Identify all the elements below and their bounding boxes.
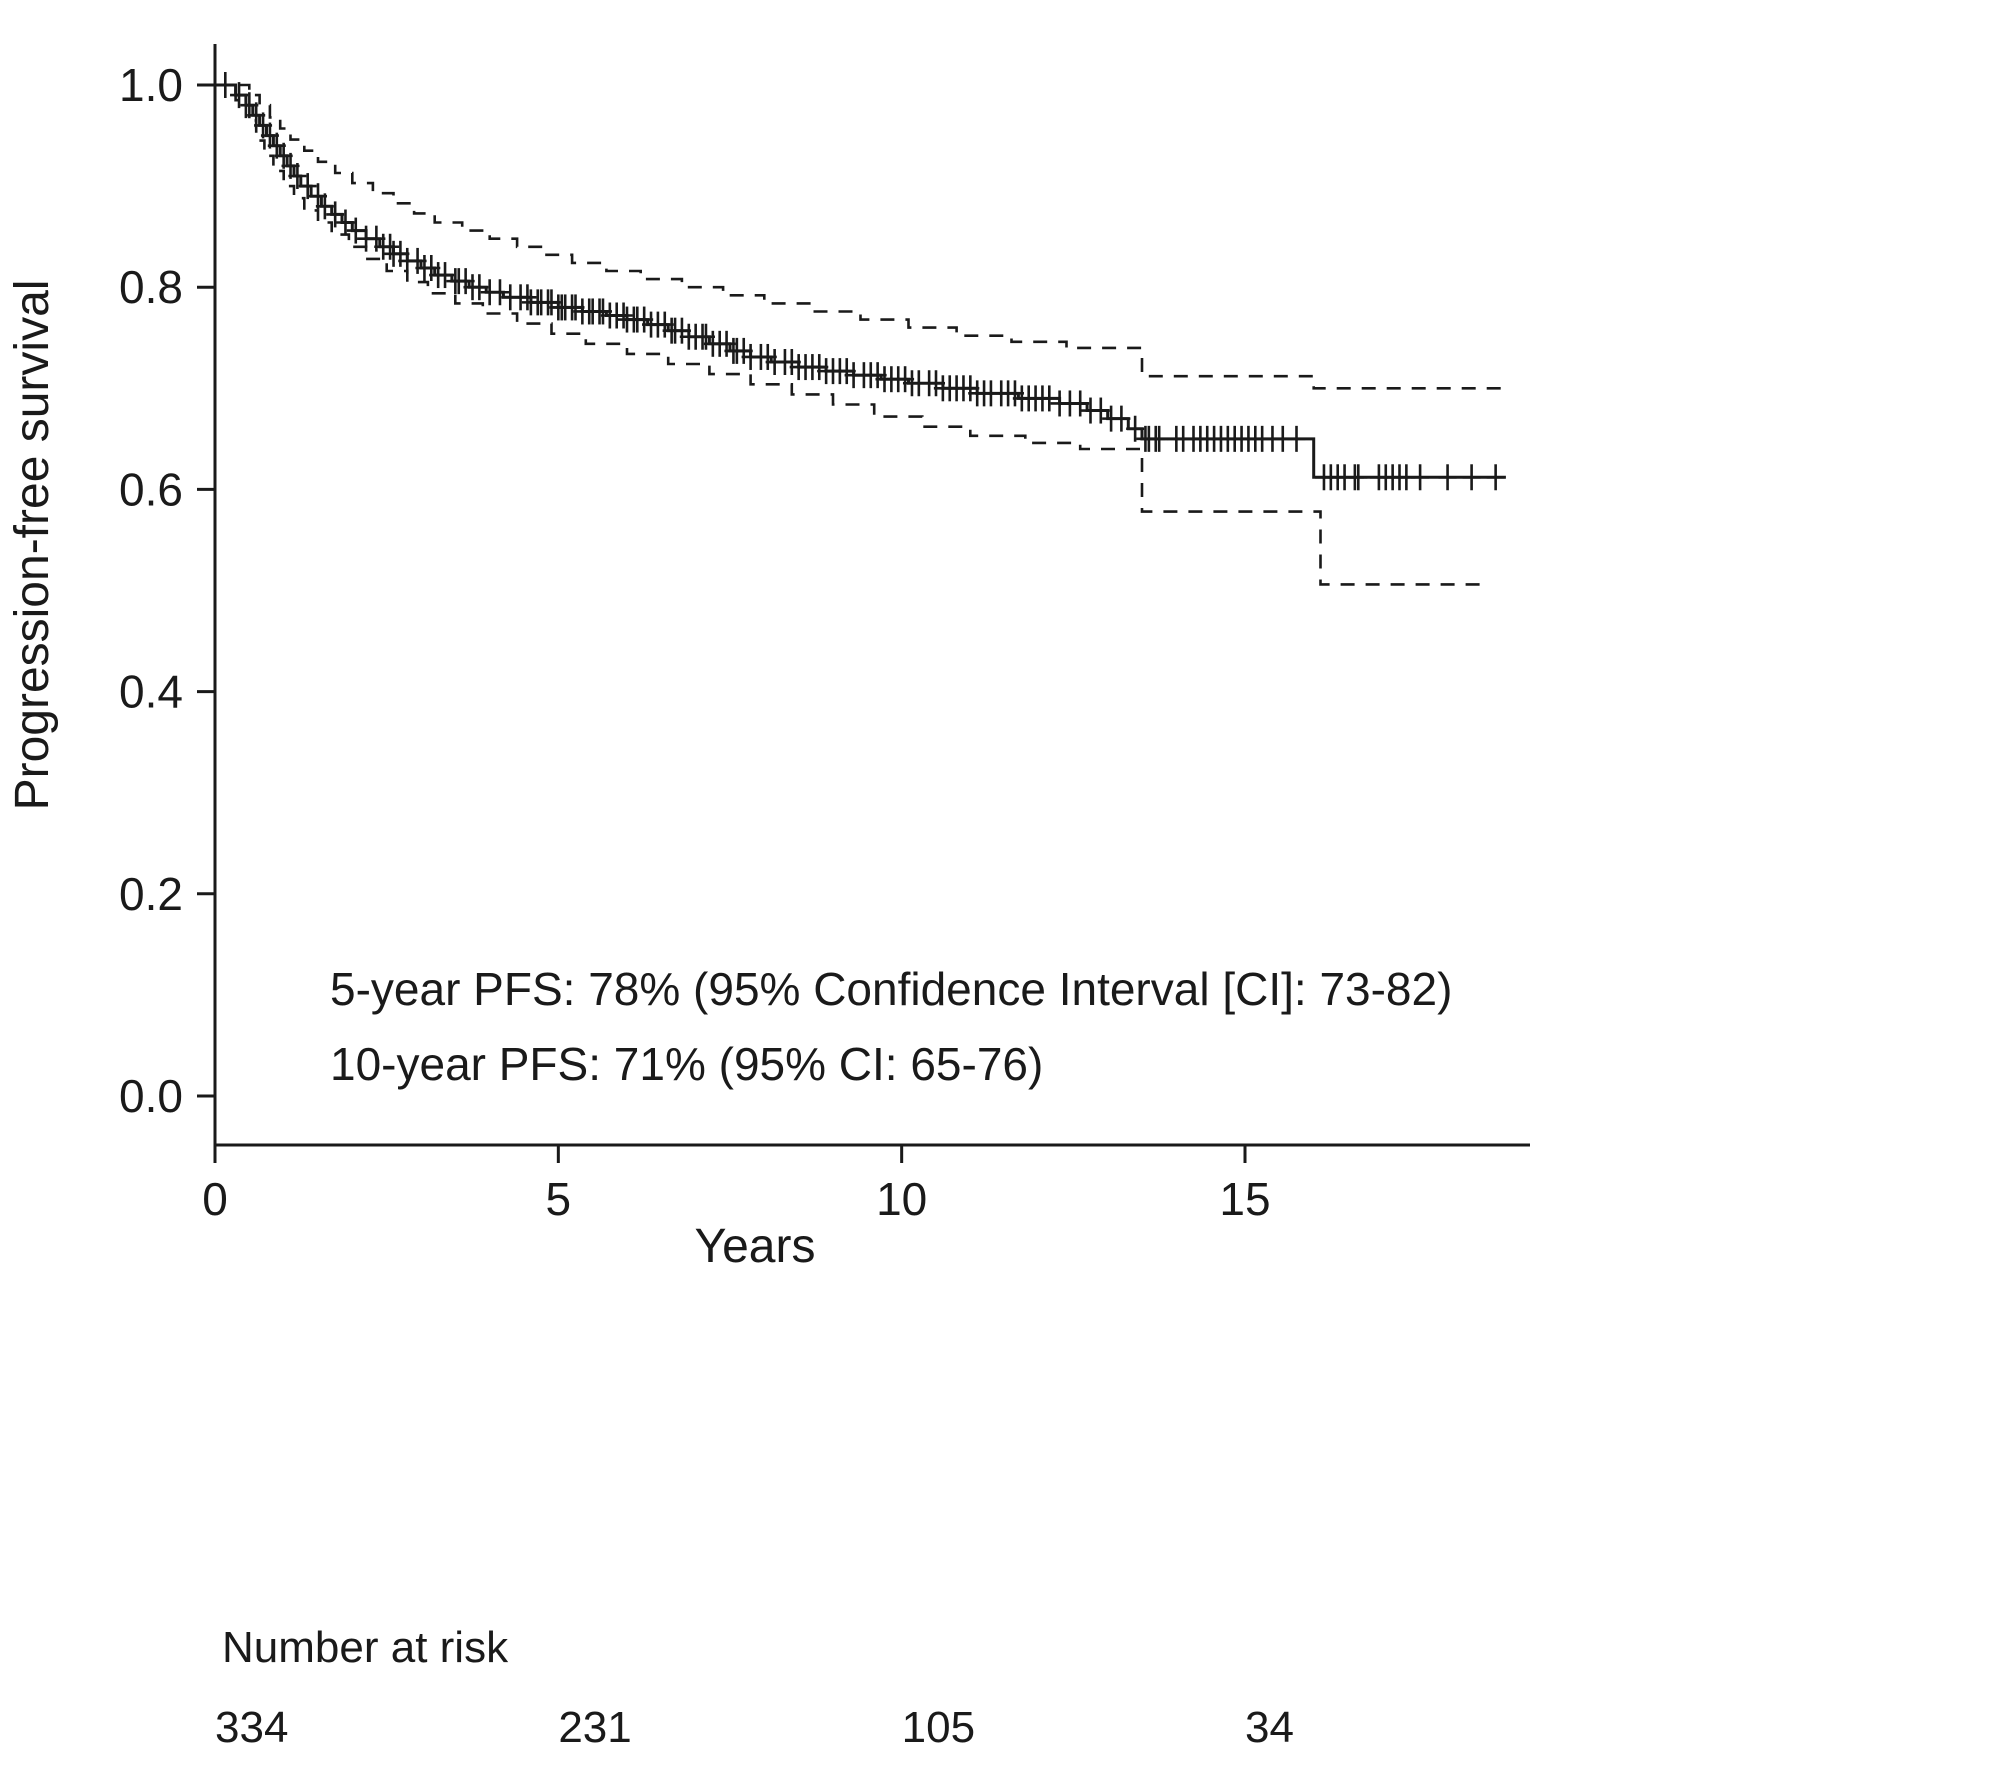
x-tick-label: 15 [1219, 1173, 1270, 1225]
y-tick-label: 0.0 [119, 1070, 183, 1122]
y-tick-label: 0.8 [119, 261, 183, 313]
annotation-5yr-pfs: 5-year PFS: 78% (95% Confidence Interval… [330, 963, 1452, 1015]
y-axis-title: Progression-free survival [6, 280, 59, 811]
risk-count: 34 [1245, 1703, 1294, 1752]
number-at-risk-label: Number at risk [222, 1623, 509, 1672]
km-estimate-curve [215, 83, 1506, 479]
censor-marks [216, 72, 1505, 491]
survival-curves [215, 83, 1506, 586]
annotation-10yr-pfs: 10-year PFS: 71% (95% CI: 65-76) [330, 1038, 1043, 1090]
risk-count: 105 [902, 1703, 975, 1752]
number-at-risk-row: 334 231 105 34 [215, 1703, 1294, 1752]
y-tick-label: 0.6 [119, 463, 183, 515]
risk-count: 231 [558, 1703, 631, 1752]
ci-upper-curve [215, 83, 1506, 390]
x-tick-label: 5 [546, 1173, 572, 1225]
axes [197, 44, 1530, 1163]
risk-count: 334 [215, 1703, 288, 1752]
x-tick-label: 10 [876, 1173, 927, 1225]
x-tick-label: 0 [202, 1173, 228, 1225]
y-tick-label: 1.0 [119, 59, 183, 111]
y-tick-label: 0.4 [119, 666, 183, 718]
tick-labels: 1.0 0.8 0.6 0.4 0.2 0.0 0 5 10 15 [119, 59, 1271, 1225]
x-axis-title: Years [695, 1220, 816, 1273]
ci-lower-curve [215, 83, 1486, 586]
y-tick-label: 0.2 [119, 868, 183, 920]
